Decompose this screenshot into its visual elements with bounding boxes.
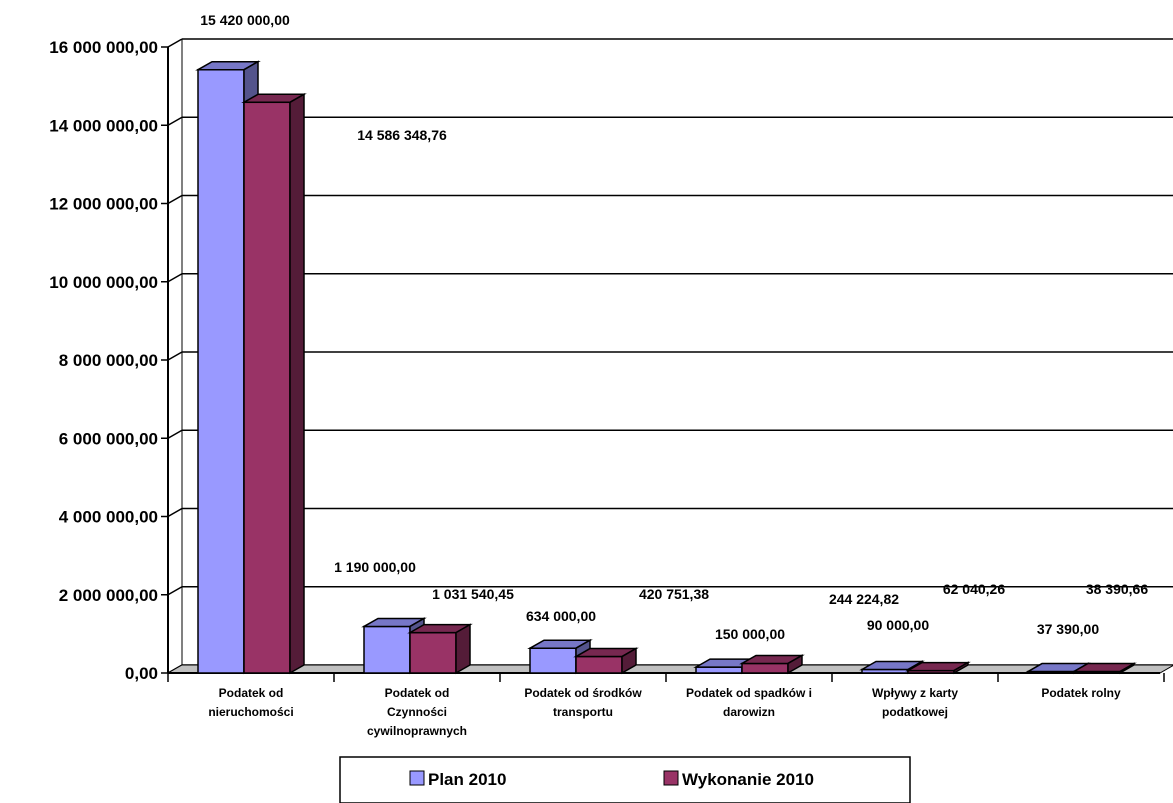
category-label: Podatek rolny bbox=[1041, 686, 1121, 700]
data-label-wykonanie: 1 031 540,45 bbox=[432, 586, 514, 602]
bar-side bbox=[1119, 662, 1135, 675]
bar-wykonanie-4 bbox=[905, 661, 971, 675]
bar-side bbox=[621, 647, 637, 675]
data-label-wykonanie: 38 390,66 bbox=[1086, 581, 1148, 597]
category-label: Podatek od Czynności cywilnoprawnych bbox=[367, 686, 467, 738]
bar-side bbox=[289, 93, 305, 675]
data-label-wykonanie: 420 751,38 bbox=[639, 586, 709, 602]
label-layer: 15 420 000,00 1 190 000,00 634 000,00 150 0… bbox=[200, 12, 1148, 642]
legend-swatch-wykonanie bbox=[663, 770, 679, 786]
axis-layer: 0,00 2 000 000,00 4 000 000,00 6 000 000,00… bbox=[49, 38, 1165, 738]
y-tick-label: 12 000 000,00 bbox=[49, 195, 158, 214]
legend-label-wykonanie: Wykonanie 2010 bbox=[682, 770, 814, 789]
bar-wykonanie-0 bbox=[241, 93, 307, 675]
gridline-diagonal bbox=[167, 586, 183, 596]
legend-label-plan: Plan 2010 bbox=[428, 770, 506, 789]
bar-front bbox=[575, 655, 623, 674]
data-label-plan: 1 190 000,00 bbox=[334, 559, 416, 575]
bar-wykonanie-5 bbox=[1071, 662, 1137, 675]
gridline-diagonal bbox=[167, 273, 183, 283]
legend-swatch-plan bbox=[409, 770, 425, 786]
gridline-diagonal bbox=[167, 116, 183, 126]
y-tick-label: 10 000 000,00 bbox=[49, 273, 158, 292]
bar-side bbox=[953, 661, 969, 675]
gridline-diagonal bbox=[167, 38, 183, 48]
category-label: Wpływy z karty podatkowej bbox=[872, 686, 958, 719]
category-label: Podatek od nieruchomości bbox=[208, 686, 293, 719]
bar-wykonanie-1 bbox=[407, 623, 473, 675]
y-tick-label: 14 000 000,00 bbox=[49, 116, 158, 135]
data-label-plan: 90 000,00 bbox=[867, 617, 929, 633]
category-label: Podatek od środków transportu bbox=[524, 686, 642, 719]
legend-box bbox=[339, 756, 911, 803]
legend: Plan 2010 Wykonanie 2010 bbox=[339, 756, 911, 803]
bar-side bbox=[455, 623, 471, 675]
bar-front bbox=[243, 101, 291, 674]
bar-front bbox=[197, 68, 245, 674]
y-tick-label: 8 000 000,00 bbox=[59, 351, 158, 370]
bar-front bbox=[363, 625, 411, 674]
y-tick-label: 16 000 000,00 bbox=[49, 38, 158, 57]
y-tick-label: 2 000 000,00 bbox=[59, 586, 158, 605]
data-label-plan: 37 390,00 bbox=[1037, 621, 1099, 637]
bar-side bbox=[787, 654, 803, 675]
gridline-diagonal bbox=[167, 507, 183, 518]
chart-floor bbox=[166, 664, 1173, 674]
grid-layer bbox=[166, 38, 1173, 674]
gridline-diagonal bbox=[167, 194, 183, 205]
category-label: Podatek od spadków i darowizn bbox=[686, 686, 812, 719]
bar-layer bbox=[195, 60, 1137, 675]
y-tick-label: 0,00 bbox=[125, 664, 158, 683]
y-tick-label: 4 000 000,00 bbox=[59, 508, 158, 527]
gridline-diagonal bbox=[167, 429, 183, 439]
bar-front bbox=[741, 662, 789, 674]
gridline-diagonal bbox=[167, 351, 183, 361]
data-label-wykonanie: 244 224,82 bbox=[829, 591, 899, 607]
bar-front bbox=[409, 631, 457, 674]
bar-wykonanie-3 bbox=[739, 654, 805, 675]
bar-front bbox=[695, 666, 743, 674]
bar-front bbox=[529, 647, 577, 674]
data-label-plan: 634 000,00 bbox=[526, 608, 596, 624]
bar-wykonanie-2 bbox=[573, 647, 639, 675]
y-tick-label: 6 000 000,00 bbox=[59, 429, 158, 448]
data-label-wykonanie: 62 040,26 bbox=[943, 581, 1005, 597]
data-label-plan: 150 000,00 bbox=[715, 626, 785, 642]
data-label-plan: 15 420 000,00 bbox=[200, 12, 290, 28]
data-label-wykonanie: 14 586 348,76 bbox=[357, 127, 447, 143]
